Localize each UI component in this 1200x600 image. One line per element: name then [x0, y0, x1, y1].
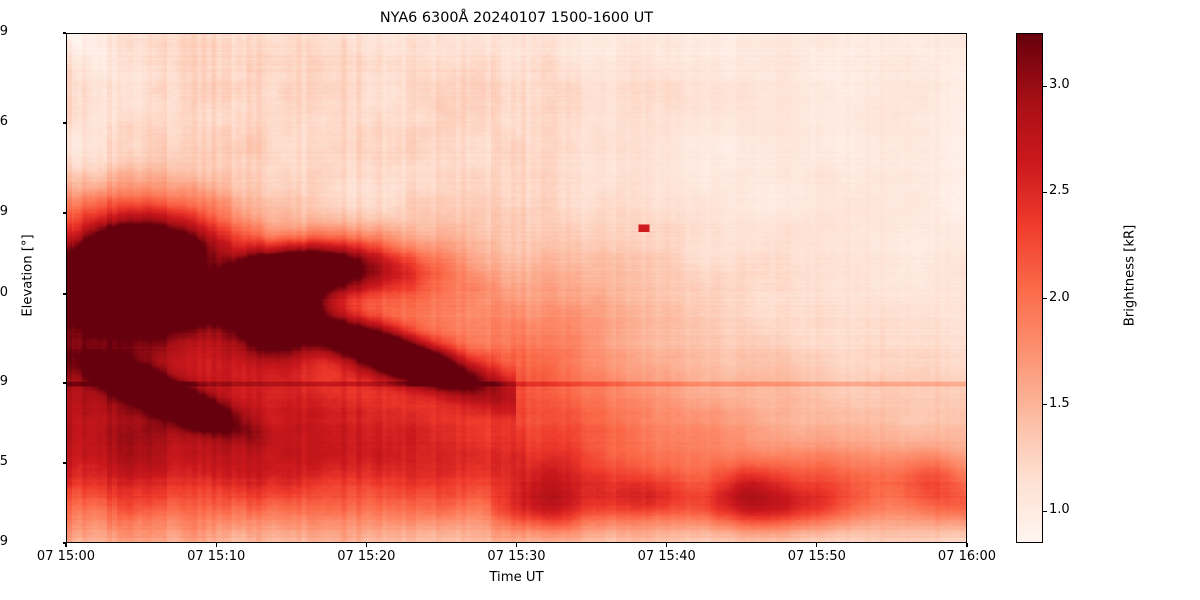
- colorbar-tick-mark: [1043, 298, 1047, 300]
- colorbar-tick-label: 1.5: [1049, 395, 1070, 411]
- x-tick-label: 07 15:20: [337, 549, 396, 564]
- y-tick-mark: [62, 382, 66, 384]
- colorbar-tick-mark: [1043, 85, 1047, 87]
- x-axis-label: Time UT: [489, 570, 544, 585]
- y-tick-mark: [62, 32, 66, 34]
- y-axis-label: Elevation [°]: [20, 234, 36, 317]
- colorbar-tick-mark: [1043, 510, 1047, 512]
- colorbar[interactable]: [1016, 33, 1043, 543]
- y-tick-label: 69: [0, 203, 8, 219]
- x-tick-label: 07 15:50: [787, 549, 846, 564]
- colorbar-gradient: [1017, 34, 1042, 542]
- x-tick-label: 07 15:00: [36, 549, 96, 564]
- y-tick-label: 90: [0, 285, 8, 301]
- colorbar-tick-label: 2.5: [1049, 183, 1070, 199]
- page-title: NYA6 6300Å 20240107 1500-1600 UT: [379, 10, 654, 26]
- x-tick-label: 07 15:30: [487, 549, 546, 564]
- y-tick-mark: [62, 293, 66, 295]
- x-tick-label: 07 15:40: [637, 549, 696, 564]
- keogram-axes[interactable]: [66, 33, 967, 543]
- colorbar-tick-label: 3.0: [1049, 77, 1070, 93]
- x-tick-label: 07 16:00: [937, 549, 997, 564]
- keogram-heatmap[interactable]: [67, 34, 966, 542]
- y-tick-mark: [62, 542, 66, 544]
- y-tick-label: 19: [0, 534, 8, 549]
- x-tick-mark: [966, 543, 968, 547]
- y-tick-label: 19: [0, 24, 8, 39]
- colorbar-tick-mark: [1043, 191, 1047, 193]
- x-tick-mark: [215, 543, 217, 547]
- x-tick-mark: [666, 543, 668, 547]
- y-tick-label: 46: [0, 114, 8, 129]
- y-tick-mark: [62, 122, 66, 124]
- colorbar-tick-label: 2.0: [1049, 289, 1070, 305]
- y-tick-label: 45: [0, 453, 8, 469]
- y-tick-mark: [62, 462, 66, 464]
- y-tick-mark: [62, 212, 66, 214]
- x-tick-label: 07 15:10: [187, 549, 246, 564]
- x-tick-mark: [65, 543, 67, 547]
- y-tick-label: 69: [0, 374, 8, 389]
- colorbar-tick-label: 1.0: [1049, 502, 1070, 518]
- x-tick-mark: [365, 543, 367, 547]
- colorbar-tick-mark: [1043, 404, 1047, 406]
- x-tick-mark: [816, 543, 818, 547]
- x-tick-mark: [515, 543, 518, 547]
- colorbar-label: Brightness [kR]: [1122, 224, 1138, 327]
